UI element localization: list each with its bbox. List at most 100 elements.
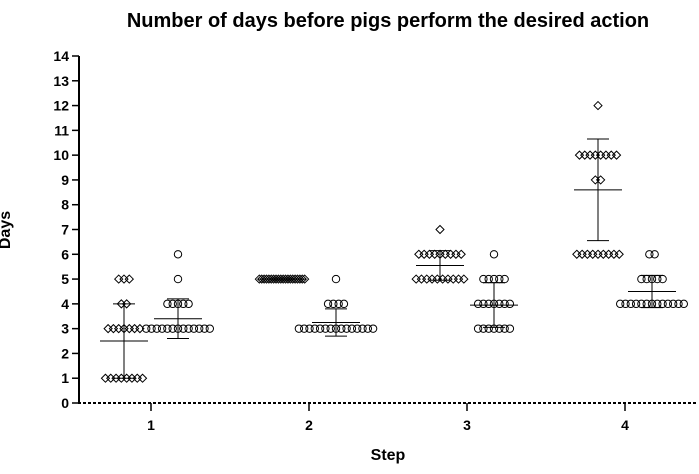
circle-point — [500, 324, 509, 333]
circle-point — [637, 274, 646, 284]
circle-point — [173, 250, 183, 259]
diamond-point — [451, 249, 461, 259]
diamond-point — [611, 150, 622, 160]
diamond-point — [411, 274, 421, 284]
diamond-point — [113, 323, 124, 334]
circle-point — [184, 299, 193, 309]
circle-point — [669, 299, 678, 309]
y-tick-label: 0 — [61, 395, 69, 411]
diamond-point — [609, 249, 619, 259]
circle-point — [163, 299, 172, 309]
diamond-point — [443, 274, 453, 284]
circle-point — [484, 324, 493, 333]
circle-point — [679, 299, 688, 309]
circle-point — [473, 324, 483, 333]
circle-point — [489, 324, 499, 333]
diamond-point — [299, 274, 310, 284]
diamond-point — [614, 249, 624, 259]
circle-point — [658, 299, 667, 309]
diamond-point — [445, 249, 456, 259]
circle-point — [479, 274, 488, 284]
circle-point — [358, 324, 367, 333]
x-tick-label: 2 — [305, 417, 313, 433]
diamond-point — [572, 249, 582, 259]
circle-point — [179, 324, 188, 333]
diamond-point — [598, 249, 609, 259]
diamond-point — [435, 224, 445, 235]
circle-point — [626, 299, 635, 309]
circle-point — [142, 324, 151, 333]
circle-point — [479, 299, 488, 309]
circle-point — [315, 324, 325, 333]
circle-point — [157, 324, 167, 333]
circle-point — [331, 274, 341, 284]
diamond-point — [103, 323, 113, 334]
circle-point — [363, 324, 372, 333]
diamond-point — [414, 249, 424, 259]
diamond-point — [580, 150, 590, 160]
diamond-point — [587, 249, 598, 259]
circle-point — [147, 324, 156, 333]
circle-point — [642, 299, 651, 309]
diamond-point — [424, 249, 435, 259]
diamond-point — [419, 249, 429, 259]
circle-point — [321, 324, 330, 333]
circle-point — [653, 299, 662, 309]
circle-point — [168, 299, 177, 309]
circle-point — [653, 274, 662, 284]
diamond-point — [574, 150, 585, 160]
diamond-point — [124, 323, 135, 334]
diamond-point — [100, 373, 111, 383]
y-tick-label: 8 — [61, 197, 69, 213]
circle-point — [479, 324, 488, 333]
y-tick-label: 7 — [61, 222, 69, 238]
diamond-point — [456, 249, 466, 259]
y-tick-label: 3 — [61, 321, 69, 337]
diamond-point — [585, 150, 595, 160]
diamond-point — [595, 175, 606, 185]
diamond-point — [427, 274, 437, 284]
circle-point — [645, 250, 654, 259]
diamond-point — [113, 274, 124, 284]
circle-point — [347, 324, 357, 333]
circle-point — [495, 324, 504, 333]
circle-point — [495, 274, 504, 284]
circle-point — [173, 274, 183, 284]
circle-point — [339, 299, 349, 309]
diamond-point — [459, 274, 469, 284]
diamond-point — [606, 150, 616, 160]
circle-point — [489, 299, 499, 309]
circle-point — [294, 324, 304, 333]
diamond-point — [297, 274, 307, 284]
circle-point — [300, 324, 309, 333]
circle-point — [195, 324, 204, 333]
diamond-point — [129, 323, 140, 334]
circle-point — [152, 324, 162, 333]
circle-point — [310, 324, 319, 333]
circle-point — [647, 274, 657, 284]
circle-point — [163, 324, 172, 333]
y-tick-label: 11 — [54, 122, 69, 138]
circle-point — [631, 299, 641, 309]
circle-point — [353, 324, 362, 333]
diamond-point — [121, 299, 132, 309]
x-tick-label: 1 — [147, 417, 155, 433]
diamond-point — [577, 249, 587, 259]
diamond-point — [108, 323, 119, 334]
circle-point — [305, 324, 314, 333]
chart-title: Number of days before pigs perform the d… — [127, 10, 649, 32]
circle-point — [184, 324, 193, 333]
circle-point — [658, 274, 667, 284]
circle-point — [616, 299, 625, 309]
circle-point — [505, 324, 515, 333]
y-tick-label: 14 — [53, 48, 69, 64]
circle-point — [489, 250, 499, 259]
circle-point — [179, 299, 188, 309]
circle-point — [647, 299, 657, 309]
circle-point — [200, 324, 209, 333]
circle-point — [473, 299, 483, 309]
circle-point — [642, 274, 651, 284]
diamond-point — [603, 249, 614, 259]
circle-point — [505, 299, 515, 309]
circle-point — [337, 324, 346, 333]
